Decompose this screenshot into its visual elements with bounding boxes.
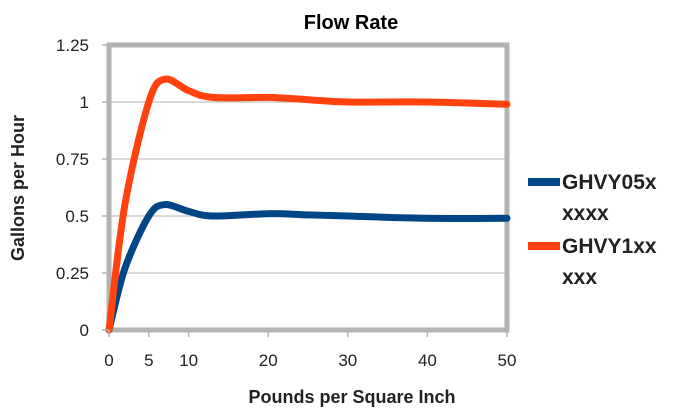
chart-title: Flow Rate — [304, 12, 398, 34]
y-tick-label: 0 — [80, 321, 89, 340]
x-tick-label: 40 — [418, 351, 437, 370]
x-tick-label: 10 — [179, 351, 198, 370]
plot-area-border — [106, 42, 510, 333]
x-axis-ticks: 0 5 10 20 30 40 50 — [104, 330, 516, 370]
y-axis-ticks: 0 0.25 0.5 0.75 1 1.25 — [56, 36, 109, 340]
x-tick-label: 30 — [338, 351, 357, 370]
legend: GHVY05x xxxx GHVY1xx xxx — [528, 171, 657, 289]
x-tick-label: 20 — [259, 351, 278, 370]
legend-label-2: GHVY1xx xxx — [562, 235, 657, 289]
x-tick-label: 50 — [498, 351, 517, 370]
series-line-2 — [105, 75, 511, 334]
x-axis-title: Pounds per Square Inch — [248, 387, 455, 407]
x-tick-label: 0 — [104, 351, 113, 370]
y-tick-label: 1.25 — [56, 36, 89, 55]
y-tick-label: 1 — [80, 93, 89, 112]
series-line-1 — [105, 201, 511, 334]
y-axis-title: Gallons per Hour — [8, 115, 28, 261]
y-tick-label: 0.25 — [56, 264, 89, 283]
y-tick-label: 0.5 — [65, 207, 89, 226]
x-tick-label: 5 — [144, 351, 153, 370]
grid-lines — [109, 44, 507, 331]
series-lines — [105, 75, 511, 334]
y-tick-label: 0.75 — [56, 150, 89, 169]
legend-label-1: GHVY05x xxxx — [562, 171, 657, 225]
